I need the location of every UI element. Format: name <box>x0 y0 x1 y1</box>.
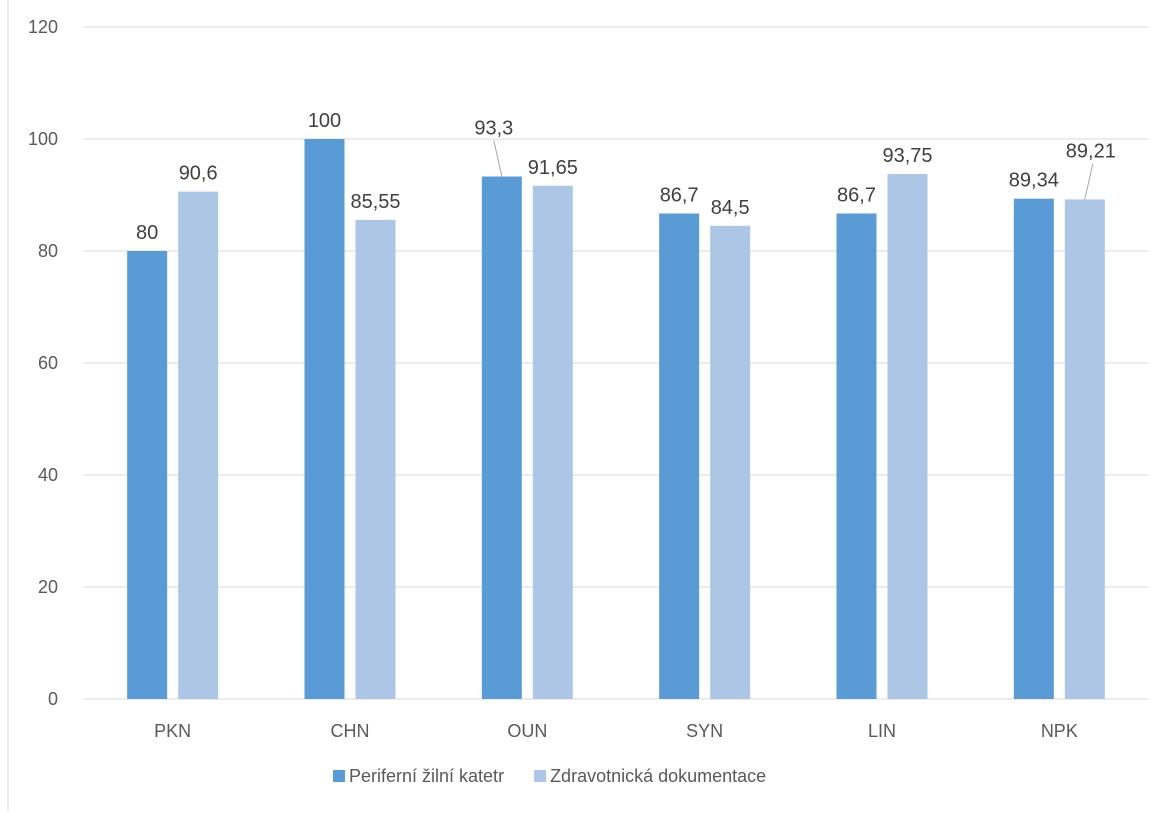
data-label: 86,7 <box>660 184 699 206</box>
data-label: 86,7 <box>837 184 876 206</box>
data-label: 85,55 <box>350 191 400 213</box>
legend-label: Periferní žilní katetr <box>349 766 504 786</box>
y-tick-label: 120 <box>28 17 58 37</box>
data-label: 89,21 <box>1066 140 1116 162</box>
bars: 80 90,6 100 85,55 93,3 91,65 86,7 84,5 86,7 93,75… <box>127 110 1116 700</box>
y-tick-label: 0 <box>48 689 58 709</box>
legend-swatch <box>333 770 345 782</box>
data-label: 91,65 <box>528 157 578 179</box>
bar-chn-series-2 <box>355 219 396 700</box>
data-label-leader <box>1084 163 1094 200</box>
bar-lin-series-2 <box>887 174 928 699</box>
data-label: 89,34 <box>1009 170 1059 192</box>
data-label: 80 <box>136 222 158 244</box>
x-tick-label: PKN <box>154 721 191 741</box>
y-tick-label: 100 <box>28 129 58 149</box>
bar-syn-series-1 <box>659 213 700 700</box>
bar-pkn-series-2 <box>178 191 219 699</box>
gridlines <box>84 26 1148 700</box>
bar-oun-series-1 <box>481 176 522 699</box>
data-label: 100 <box>308 110 341 132</box>
legend-label: Zdravotnická dokumentace <box>550 766 766 786</box>
x-tick-label: LIN <box>868 721 896 741</box>
bar-oun-series-2 <box>532 185 573 699</box>
legend-swatch <box>534 770 547 782</box>
data-label: 93,3 <box>474 118 513 140</box>
bar-npk-series-2 <box>1064 199 1105 699</box>
y-tick-label: 60 <box>38 353 58 373</box>
data-label: 93,75 <box>882 145 932 167</box>
data-label: 84,5 <box>711 197 750 219</box>
bar-chn-series-1 <box>304 139 345 699</box>
x-tick-label: CHN <box>331 721 370 741</box>
legend: Periferní žilní katetr Zdravotnická dokum… <box>333 766 766 786</box>
data-label-leader <box>493 140 503 177</box>
bar-syn-series-2 <box>710 225 751 700</box>
x-tick-label: SYN <box>686 721 723 741</box>
y-tick-label: 40 <box>38 465 58 485</box>
data-label: 90,6 <box>179 163 218 185</box>
y-tick-label: 20 <box>38 577 58 597</box>
x-tick-label: NPK <box>1041 721 1078 741</box>
y-tick-label: 80 <box>38 241 58 261</box>
x-axis: PKN CHN OUN SYN LIN NPK <box>154 721 1078 741</box>
bar-lin-series-1 <box>836 213 877 700</box>
bar-pkn-series-1 <box>127 251 168 699</box>
y-axis: 0 20 40 60 80 100 120 <box>28 17 58 709</box>
x-tick-label: OUN <box>507 721 547 741</box>
bar-npk-series-1 <box>1013 198 1054 700</box>
